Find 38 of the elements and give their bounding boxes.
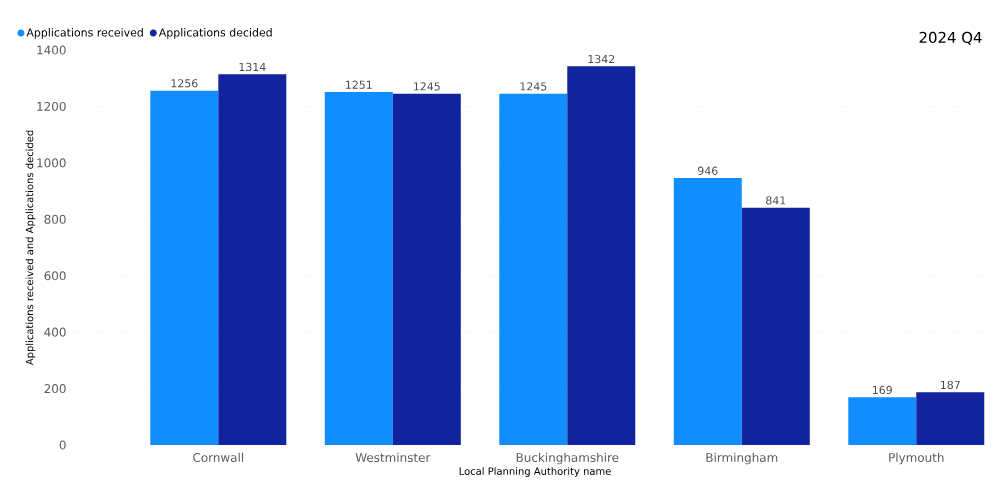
legend-label: Applications decided [158,28,272,39]
x-tick-label: Plymouth [889,452,944,465]
y-tick-label: 1000 [37,158,66,168]
y-tick-label: 600 [44,271,66,281]
y-tick-label: 0 [59,440,66,450]
data-label: 1245 [520,82,547,91]
y-axis-title: Applications received and Applications decided [25,130,36,366]
x-tick-label: Westminster [355,452,431,463]
data-label: 1314 [239,62,266,72]
y-tick-label: 200 [44,384,66,394]
data-label: 1342 [588,54,615,64]
bar [150,90,219,445]
data-label: 841 [766,196,786,205]
y-tick-label: 800 [44,214,66,224]
chart-title: 2024 Q4 [919,31,982,45]
bar [392,93,461,445]
data-label: 1251 [346,80,372,89]
y-tick-label: 1400 [37,45,66,55]
bar [567,66,636,445]
bar [848,397,917,445]
data-label: 1245 [414,82,440,91]
bar [324,92,393,445]
bar [916,392,985,445]
y-tick-label: 1200 [37,101,66,111]
legend-label: Applications received [26,28,143,39]
bar [218,74,287,445]
x-tick-label: Birmingham [706,452,778,465]
x-tick-label: Buckinghamshire [516,452,619,465]
bar [741,207,810,445]
x-axis-title: Local Planning Authority name [459,467,611,477]
data-label: 1256 [171,79,198,88]
data-label: 946 [698,166,718,175]
x-tick-label: Cornwall [193,452,244,463]
y-tick-label: 400 [44,327,66,337]
bar [499,93,568,445]
bar [673,178,742,445]
data-label: 187 [941,380,960,390]
data-label: 169 [873,385,892,395]
